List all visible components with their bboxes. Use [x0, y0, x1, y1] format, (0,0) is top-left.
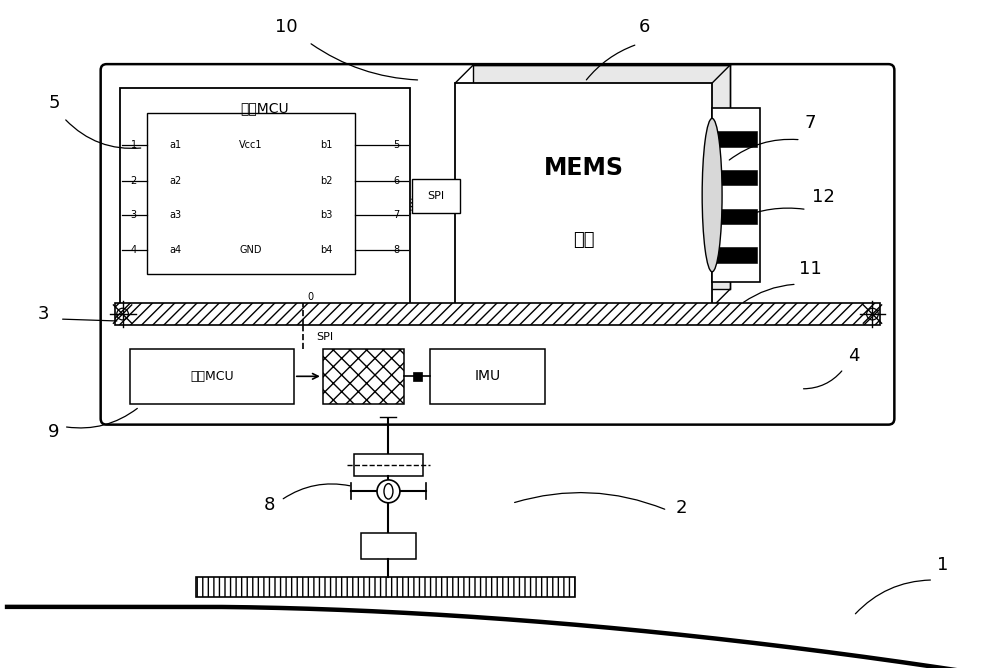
- Text: 1: 1: [937, 556, 949, 574]
- Text: 3: 3: [130, 209, 137, 219]
- Text: 7: 7: [805, 114, 816, 132]
- Text: 芯片: 芯片: [573, 231, 594, 249]
- Text: 6: 6: [393, 176, 399, 186]
- Text: 7: 7: [393, 209, 400, 219]
- Text: 12: 12: [812, 187, 835, 205]
- Ellipse shape: [702, 118, 722, 272]
- Bar: [323, 349, 404, 403]
- Text: 2: 2: [130, 176, 137, 186]
- Text: b1: b1: [321, 140, 333, 150]
- Bar: [715, 131, 757, 147]
- Bar: [715, 170, 757, 185]
- Text: 4: 4: [130, 245, 137, 255]
- Text: 5: 5: [48, 94, 60, 112]
- Text: 8: 8: [263, 496, 275, 514]
- Ellipse shape: [384, 484, 393, 499]
- Bar: [120, 88, 410, 309]
- Bar: [413, 372, 422, 381]
- Text: 9: 9: [48, 423, 60, 441]
- Bar: [715, 209, 757, 224]
- Text: MEMS: MEMS: [544, 156, 624, 180]
- Text: b2: b2: [320, 176, 333, 186]
- Text: SPI: SPI: [428, 191, 445, 201]
- Text: a4: a4: [169, 245, 181, 255]
- Text: 主控MCU: 主控MCU: [190, 370, 234, 383]
- Bar: [115, 303, 880, 325]
- Bar: [712, 108, 760, 282]
- Bar: [196, 577, 575, 597]
- Text: a1: a1: [169, 140, 181, 150]
- Bar: [455, 83, 712, 307]
- Text: IMU: IMU: [474, 369, 501, 383]
- Text: 1: 1: [130, 140, 137, 150]
- Bar: [473, 65, 730, 289]
- Text: SPI: SPI: [316, 332, 333, 342]
- Text: 光谱MCU: 光谱MCU: [241, 101, 289, 115]
- Text: 11: 11: [799, 260, 822, 278]
- Text: 4: 4: [848, 347, 859, 365]
- Text: 10: 10: [275, 18, 297, 36]
- Text: 0: 0: [308, 292, 314, 302]
- Text: a3: a3: [169, 209, 181, 219]
- Bar: [430, 349, 545, 403]
- Bar: [147, 113, 355, 274]
- Text: 2: 2: [675, 499, 687, 517]
- Circle shape: [377, 480, 400, 503]
- Bar: [130, 349, 294, 403]
- Text: 5: 5: [393, 140, 400, 150]
- Text: 6: 6: [639, 18, 650, 36]
- Text: a2: a2: [169, 176, 181, 186]
- Text: Vcc1: Vcc1: [239, 140, 263, 150]
- Text: 3: 3: [38, 305, 50, 323]
- Text: 8: 8: [393, 245, 399, 255]
- Bar: [412, 179, 460, 213]
- Bar: [361, 533, 416, 559]
- Text: GND: GND: [240, 245, 262, 255]
- FancyBboxPatch shape: [101, 64, 894, 425]
- Bar: [715, 248, 757, 263]
- Text: b3: b3: [321, 209, 333, 219]
- Bar: [354, 454, 423, 476]
- Text: b4: b4: [321, 245, 333, 255]
